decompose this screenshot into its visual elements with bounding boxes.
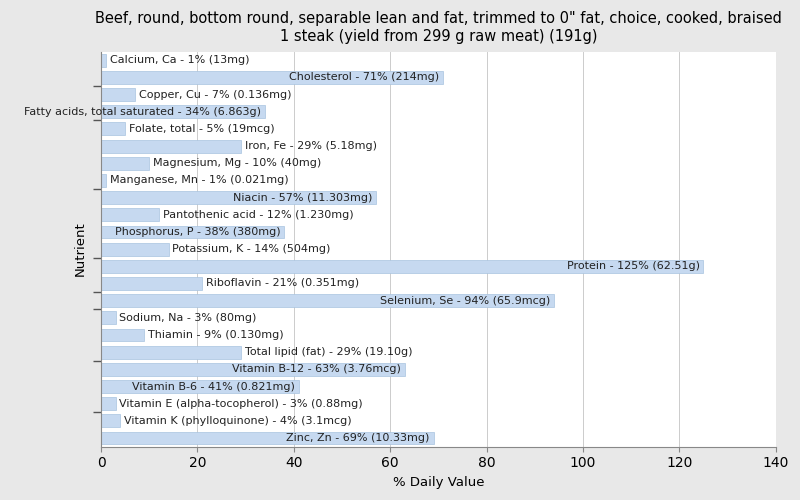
Title: Beef, round, bottom round, separable lean and fat, trimmed to 0" fat, choice, co: Beef, round, bottom round, separable lea… bbox=[95, 11, 782, 44]
Text: Phosphorus, P - 38% (380mg): Phosphorus, P - 38% (380mg) bbox=[114, 227, 280, 237]
Text: Sodium, Na - 3% (80mg): Sodium, Na - 3% (80mg) bbox=[119, 313, 257, 323]
Bar bbox=[101, 277, 202, 290]
Text: Vitamin B-6 - 41% (0.821mg): Vitamin B-6 - 41% (0.821mg) bbox=[132, 382, 294, 392]
Text: Vitamin K (phylloquinone) - 4% (3.1mcg): Vitamin K (phylloquinone) - 4% (3.1mcg) bbox=[124, 416, 352, 426]
Bar bbox=[101, 71, 443, 84]
Bar bbox=[101, 208, 159, 221]
Text: Thiamin - 9% (0.130mg): Thiamin - 9% (0.130mg) bbox=[148, 330, 284, 340]
Bar bbox=[101, 397, 115, 410]
Text: Cholesterol - 71% (214mg): Cholesterol - 71% (214mg) bbox=[290, 72, 439, 83]
Bar bbox=[101, 432, 434, 444]
Bar bbox=[101, 157, 150, 170]
Text: Pantothenic acid - 12% (1.230mg): Pantothenic acid - 12% (1.230mg) bbox=[162, 210, 354, 220]
Bar bbox=[101, 312, 115, 324]
Text: Selenium, Se - 94% (65.9mcg): Selenium, Se - 94% (65.9mcg) bbox=[380, 296, 550, 306]
Y-axis label: Nutrient: Nutrient bbox=[74, 222, 87, 276]
Bar bbox=[101, 414, 120, 428]
Text: Total lipid (fat) - 29% (19.10g): Total lipid (fat) - 29% (19.10g) bbox=[245, 347, 412, 357]
Bar bbox=[101, 328, 145, 342]
Bar bbox=[101, 174, 106, 187]
Bar bbox=[101, 106, 265, 118]
Bar bbox=[101, 294, 554, 307]
Bar bbox=[101, 122, 125, 136]
Text: Vitamin E (alpha-tocopherol) - 3% (0.88mg): Vitamin E (alpha-tocopherol) - 3% (0.88m… bbox=[119, 398, 363, 408]
Text: Copper, Cu - 7% (0.136mg): Copper, Cu - 7% (0.136mg) bbox=[138, 90, 291, 100]
Text: Vitamin B-12 - 63% (3.76mcg): Vitamin B-12 - 63% (3.76mcg) bbox=[232, 364, 401, 374]
Text: Niacin - 57% (11.303mg): Niacin - 57% (11.303mg) bbox=[233, 192, 372, 202]
Text: Potassium, K - 14% (504mg): Potassium, K - 14% (504mg) bbox=[172, 244, 330, 254]
Text: Zinc, Zn - 69% (10.33mg): Zinc, Zn - 69% (10.33mg) bbox=[286, 433, 430, 443]
Text: Manganese, Mn - 1% (0.021mg): Manganese, Mn - 1% (0.021mg) bbox=[110, 176, 288, 186]
Text: Riboflavin - 21% (0.351mg): Riboflavin - 21% (0.351mg) bbox=[206, 278, 359, 288]
Bar bbox=[101, 363, 405, 376]
Text: Iron, Fe - 29% (5.18mg): Iron, Fe - 29% (5.18mg) bbox=[245, 141, 377, 151]
Bar bbox=[101, 380, 298, 393]
X-axis label: % Daily Value: % Daily Value bbox=[393, 476, 484, 489]
Bar bbox=[101, 140, 241, 152]
Text: Calcium, Ca - 1% (13mg): Calcium, Ca - 1% (13mg) bbox=[110, 55, 250, 65]
Bar bbox=[101, 260, 703, 272]
Bar bbox=[101, 346, 241, 358]
Bar bbox=[101, 88, 135, 101]
Text: Folate, total - 5% (19mcg): Folate, total - 5% (19mcg) bbox=[129, 124, 274, 134]
Bar bbox=[101, 242, 169, 256]
Text: Protein - 125% (62.51g): Protein - 125% (62.51g) bbox=[566, 262, 699, 272]
Text: Magnesium, Mg - 10% (40mg): Magnesium, Mg - 10% (40mg) bbox=[153, 158, 322, 168]
Bar bbox=[101, 226, 284, 238]
Text: Fatty acids, total saturated - 34% (6.863g): Fatty acids, total saturated - 34% (6.86… bbox=[24, 106, 261, 117]
Bar bbox=[101, 191, 376, 204]
Bar bbox=[101, 54, 106, 66]
